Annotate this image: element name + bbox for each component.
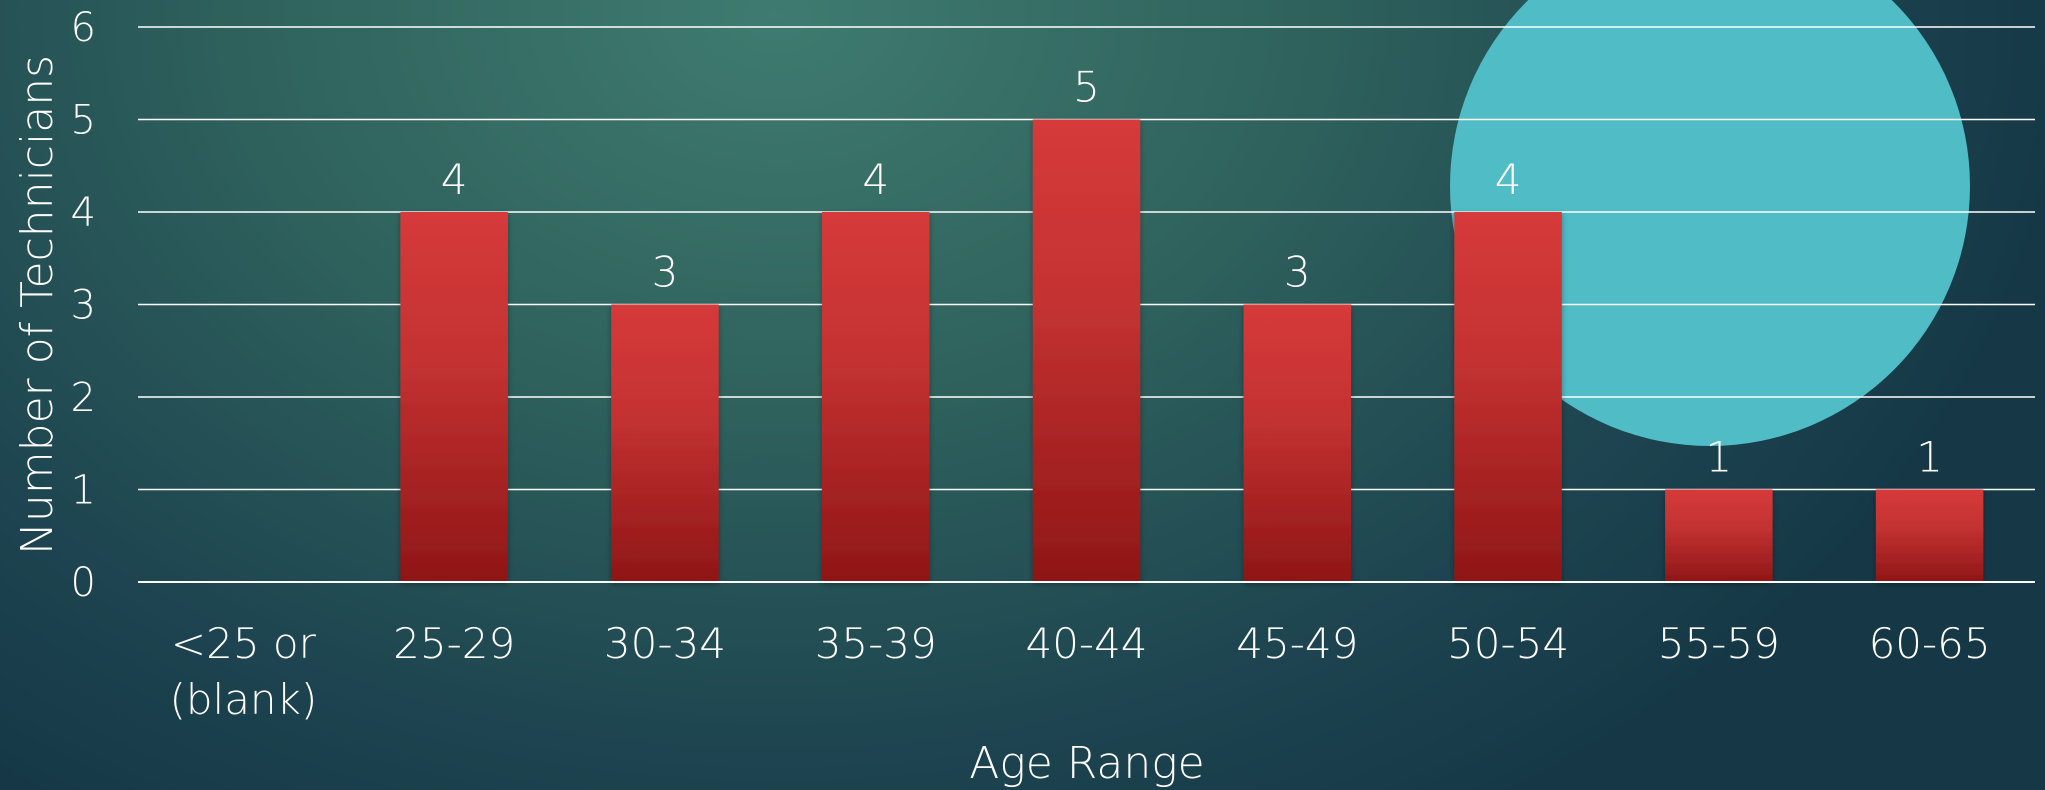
bar	[1875, 489, 1984, 582]
data-label: 1	[1916, 433, 1943, 482]
y-tick-label: 2	[71, 375, 96, 421]
y-tick-label: 1	[71, 468, 96, 514]
x-tick-label: 35-39	[815, 619, 937, 668]
x-tick-label: 60-65	[1869, 619, 1991, 668]
bar	[611, 304, 719, 582]
x-tick-label: 45-49	[1236, 619, 1358, 668]
data-label: 1	[1705, 433, 1732, 482]
data-label: 4	[441, 155, 468, 204]
x-tick-label: 50-54	[1447, 619, 1569, 668]
bar	[1243, 304, 1352, 582]
y-tick-label: 5	[71, 98, 96, 144]
bar	[1665, 489, 1773, 582]
data-label: 5	[1073, 63, 1100, 112]
y-axis-title: Number of Technicians	[12, 55, 63, 555]
bar	[821, 212, 930, 582]
x-tick-label: 40-44	[1025, 619, 1147, 668]
y-tick-label: 0	[71, 560, 96, 606]
x-tick-label: 55-59	[1658, 619, 1780, 668]
y-tick-label: 6	[71, 5, 96, 51]
bar	[400, 212, 508, 582]
bar	[1032, 119, 1141, 582]
bars	[400, 119, 1984, 582]
labels: 0 1 2 3 4 5 6 <25 or (blank) 4 25-29 3 30-34 4 35-39 5 4…	[71, 5, 1991, 724]
x-tick-label: 25-29	[393, 619, 515, 668]
x-tick-label: 30-34	[604, 619, 726, 668]
data-label: 3	[652, 248, 679, 297]
y-tick-label: 4	[71, 190, 96, 236]
data-label: 4	[862, 155, 889, 204]
data-label: 3	[1284, 248, 1311, 297]
decorative-circle	[1450, 0, 1970, 446]
x-axis-title: Age Range	[969, 738, 1205, 789]
data-label: 4	[1495, 155, 1522, 204]
bar	[1454, 212, 1562, 582]
y-tick-label: 3	[71, 283, 96, 329]
x-tick-label: <25 or (blank)	[169, 619, 317, 724]
